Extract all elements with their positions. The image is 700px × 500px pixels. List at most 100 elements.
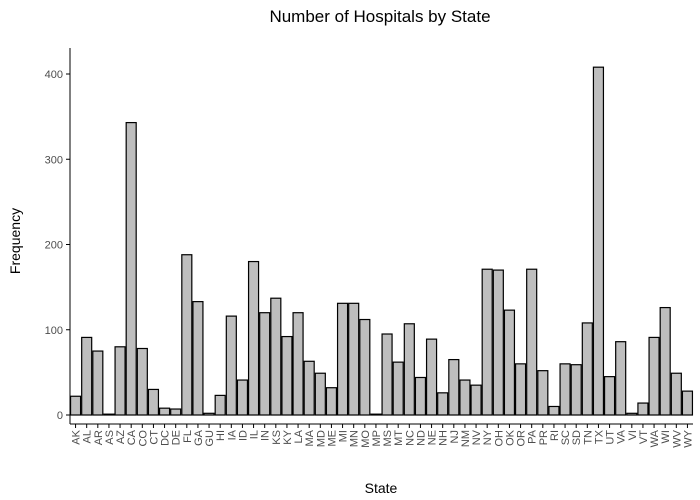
bar-wy — [681, 390, 694, 416]
x-tick-label-ak: AK — [71, 429, 83, 444]
y-axis: 0 100 200 300 400 — [45, 48, 71, 424]
x-tick-label-ks: KS — [271, 430, 283, 445]
bar-tn — [581, 322, 593, 416]
x-tick-label-tn: TN — [582, 430, 594, 445]
x-tick-label-as: AS — [104, 430, 116, 445]
bar-dc — [158, 407, 171, 416]
bar-ut — [603, 376, 616, 416]
bar-ca — [125, 121, 137, 416]
bar-ok — [503, 309, 516, 416]
x-tick-label-me: ME — [326, 430, 338, 447]
y-tick-label-0: 0 — [57, 410, 63, 422]
x-tick-label-ar: AR — [93, 430, 105, 445]
x-tick-label-ne: NE — [427, 430, 439, 445]
bar-fl — [181, 254, 193, 416]
bar-nc — [403, 323, 415, 416]
x-tick-label-wy: WY — [682, 429, 694, 447]
bar-de — [170, 408, 182, 416]
x-tick-label-la: LA — [293, 429, 305, 443]
y-tick-label-200: 200 — [45, 240, 63, 252]
x-tick-label-ri: RI — [549, 430, 561, 441]
bar-wv — [670, 372, 682, 416]
bar-ak — [69, 395, 82, 416]
x-tick-label-oh: OH — [493, 430, 505, 447]
chart-title: Number of Hospitals by State — [269, 7, 490, 26]
bar-ri — [548, 405, 560, 416]
x-tick-label-gu: GU — [204, 430, 216, 447]
x-tick-label-nh: NH — [438, 430, 450, 446]
x-tick-label-pr: PR — [538, 430, 550, 445]
x-tick-label-md: MD — [315, 430, 327, 447]
bar-ma — [303, 360, 315, 416]
x-tick-label-mo: MO — [360, 430, 372, 448]
x-tick-label-ma: MA — [304, 429, 316, 446]
x-tick-label-nm: NM — [460, 430, 472, 447]
x-axis-label: State — [365, 480, 398, 496]
x-tick-label-wi: WI — [660, 430, 672, 443]
bar-nj — [448, 358, 460, 416]
bar-mt — [392, 361, 404, 416]
x-tick-label-id: ID — [237, 430, 249, 441]
bar-ct — [147, 388, 160, 416]
bar-ks — [270, 297, 282, 416]
bar-al — [81, 336, 93, 416]
x-tick-label-sc: SC — [560, 430, 572, 445]
x-tick-label-ut: UT — [605, 430, 617, 445]
bar-or — [514, 363, 527, 416]
bar-ga — [192, 301, 204, 416]
x-tick-label-nj: NJ — [449, 430, 461, 443]
bar-ms — [381, 333, 393, 416]
x-tick-label-ct: CT — [148, 430, 160, 445]
bar-nh — [437, 392, 449, 416]
x-tick-label-al: AL — [82, 430, 94, 443]
bar-nv — [470, 384, 482, 416]
x-tick-label-ny: NY — [482, 429, 494, 445]
x-tick-label-ga: GA — [193, 429, 205, 446]
bar-mi — [336, 302, 349, 416]
x-tick-label-pa: PA — [527, 429, 539, 444]
x-tick-label-hi: HI — [215, 430, 227, 441]
bar-co — [136, 347, 148, 416]
bar-ia — [225, 315, 237, 416]
bar-il — [247, 260, 260, 416]
bar-me — [325, 387, 338, 416]
bar-vi — [626, 412, 638, 416]
x-tick-label-mn: MN — [349, 430, 361, 447]
y-tick-label-100: 100 — [45, 325, 63, 337]
y-axis-label: Frequency — [7, 208, 23, 274]
x-tick-label-mp: MP — [371, 430, 383, 447]
x-tick-label-dc: DC — [160, 430, 172, 446]
bar-mo — [359, 318, 371, 416]
bar-gu — [203, 412, 215, 416]
x-tick-label-nc: NC — [404, 430, 416, 446]
x-tick-label-fl: FL — [182, 430, 194, 443]
bar-pr — [537, 370, 549, 416]
x-tick-label-or: OR — [516, 430, 528, 447]
x-tick-label-ms: MS — [382, 430, 394, 447]
bar-wa — [648, 336, 660, 416]
bar-sc — [559, 363, 571, 416]
bar-sd — [570, 364, 582, 416]
x-tick-label-wv: WV — [671, 429, 683, 447]
bar-oh — [492, 269, 504, 416]
bar-la — [292, 312, 304, 416]
x-tick-label-wa: WA — [649, 429, 661, 447]
bar-ne — [425, 338, 438, 416]
bar-mp — [370, 413, 382, 416]
x-tick-label-va: VA — [616, 429, 628, 444]
x-tick-label-mi: MI — [338, 430, 350, 442]
x-tick-label-ca: CA — [126, 429, 138, 445]
x-tick-label-nv: NV — [471, 429, 483, 445]
bar-mn — [348, 302, 360, 416]
x-tick-label-vi: VI — [627, 430, 639, 440]
x-tick-label-il: IL — [249, 430, 261, 439]
bar-tx — [592, 66, 605, 416]
x-tick-label-az: AZ — [115, 430, 127, 444]
y-tick-label-400: 400 — [45, 69, 63, 81]
bar-ar — [92, 350, 104, 416]
x-tick-label-vt: VT — [638, 430, 650, 444]
x-tick-label-co: CO — [137, 430, 149, 447]
x-tick-label-ia: IA — [226, 429, 238, 440]
